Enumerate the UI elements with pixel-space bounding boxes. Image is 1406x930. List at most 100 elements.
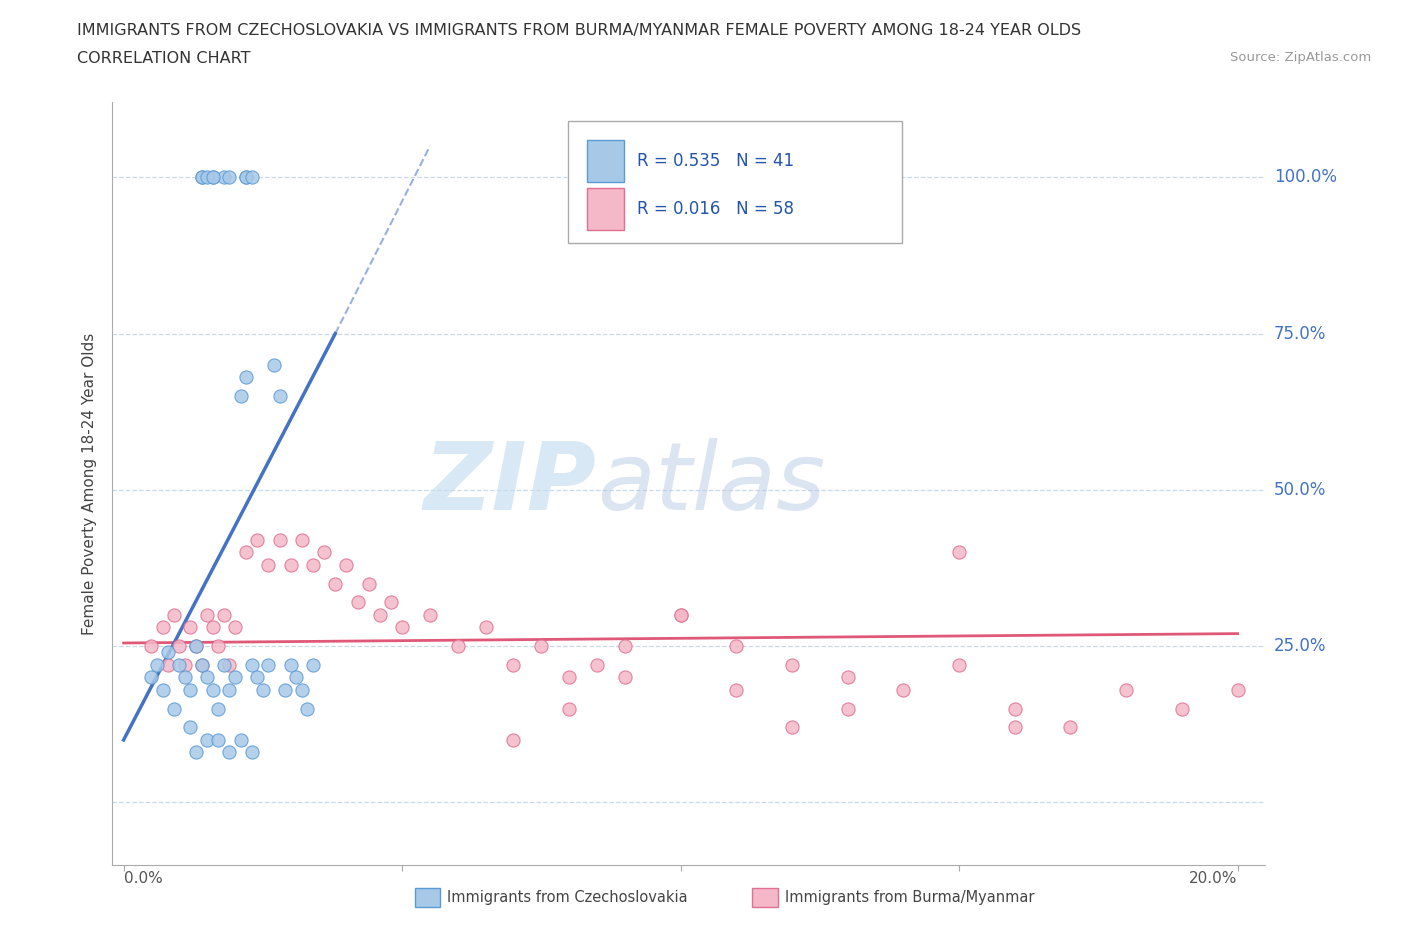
FancyBboxPatch shape: [588, 189, 624, 231]
Point: [302, 557, 325, 572]
Point: [252, 683, 274, 698]
Point: [207, 639, 229, 654]
Point: [474, 620, 496, 635]
Point: [314, 545, 336, 560]
Point: [201, 170, 224, 185]
Point: [179, 720, 201, 735]
Point: [357, 577, 380, 591]
Point: [179, 683, 201, 698]
Point: [530, 639, 553, 654]
Point: [218, 658, 240, 672]
Text: 50.0%: 50.0%: [1274, 481, 1326, 498]
Point: [447, 639, 470, 654]
Point: [246, 532, 269, 547]
FancyBboxPatch shape: [588, 140, 624, 182]
Text: 20.0%: 20.0%: [1189, 871, 1237, 886]
Point: [558, 701, 581, 716]
Text: atlas: atlas: [596, 438, 825, 529]
Point: [141, 670, 163, 684]
Point: [218, 683, 240, 698]
Point: [274, 683, 297, 698]
Point: [195, 170, 218, 185]
Point: [190, 170, 212, 185]
Point: [297, 701, 319, 716]
Point: [169, 639, 191, 654]
Point: [235, 370, 257, 385]
Point: [207, 733, 229, 748]
Point: [346, 595, 368, 610]
Point: [201, 683, 224, 698]
Point: [141, 639, 163, 654]
Text: 100.0%: 100.0%: [1274, 168, 1337, 186]
Text: 25.0%: 25.0%: [1274, 637, 1326, 655]
Point: [419, 607, 441, 622]
Point: [201, 170, 224, 185]
Point: [184, 639, 207, 654]
Point: [246, 670, 269, 684]
Point: [1115, 683, 1137, 698]
Point: [280, 658, 302, 672]
Point: [948, 658, 970, 672]
Point: [837, 701, 859, 716]
Point: [152, 620, 174, 635]
Point: [269, 389, 291, 404]
Point: [235, 545, 257, 560]
Point: [1004, 701, 1026, 716]
Point: [229, 733, 252, 748]
Text: Source: ZipAtlas.com: Source: ZipAtlas.com: [1230, 51, 1371, 64]
Point: [391, 620, 413, 635]
Point: [1059, 720, 1081, 735]
Point: [195, 733, 218, 748]
Point: [1004, 720, 1026, 735]
Point: [280, 557, 302, 572]
Point: [173, 658, 195, 672]
Text: CORRELATION CHART: CORRELATION CHART: [77, 51, 250, 66]
Point: [212, 607, 235, 622]
Point: [257, 557, 280, 572]
Point: [725, 683, 748, 698]
FancyBboxPatch shape: [568, 122, 903, 244]
Point: [173, 670, 195, 684]
Point: [613, 639, 636, 654]
Point: [184, 745, 207, 760]
Point: [1226, 683, 1249, 698]
Point: [1171, 701, 1194, 716]
Text: 75.0%: 75.0%: [1274, 325, 1326, 342]
Text: 0.0%: 0.0%: [124, 871, 162, 886]
Point: [212, 170, 235, 185]
Point: [146, 658, 169, 672]
Point: [502, 658, 524, 672]
Point: [190, 658, 212, 672]
Point: [240, 745, 263, 760]
Point: [893, 683, 915, 698]
Point: [235, 170, 257, 185]
Point: [224, 620, 246, 635]
Text: R = 0.535   N = 41: R = 0.535 N = 41: [637, 152, 794, 170]
Point: [195, 670, 218, 684]
Point: [302, 658, 325, 672]
Point: [502, 733, 524, 748]
Text: ZIP: ZIP: [423, 438, 596, 529]
Point: [163, 607, 186, 622]
Point: [218, 745, 240, 760]
Point: [235, 170, 257, 185]
Point: [291, 683, 314, 698]
Point: [207, 701, 229, 716]
Point: [179, 620, 201, 635]
Point: [152, 683, 174, 698]
Point: [195, 607, 218, 622]
Point: [169, 658, 191, 672]
Point: [218, 170, 240, 185]
Point: [269, 532, 291, 547]
Point: [229, 389, 252, 404]
Point: [157, 658, 180, 672]
Point: [368, 607, 391, 622]
Point: [669, 607, 692, 622]
Point: [285, 670, 308, 684]
Point: [335, 557, 357, 572]
Text: IMMIGRANTS FROM CZECHOSLOVAKIA VS IMMIGRANTS FROM BURMA/MYANMAR FEMALE POVERTY A: IMMIGRANTS FROM CZECHOSLOVAKIA VS IMMIGR…: [77, 23, 1081, 38]
Point: [837, 670, 859, 684]
Point: [201, 620, 224, 635]
Point: [380, 595, 402, 610]
Text: R = 0.016   N = 58: R = 0.016 N = 58: [637, 200, 794, 218]
